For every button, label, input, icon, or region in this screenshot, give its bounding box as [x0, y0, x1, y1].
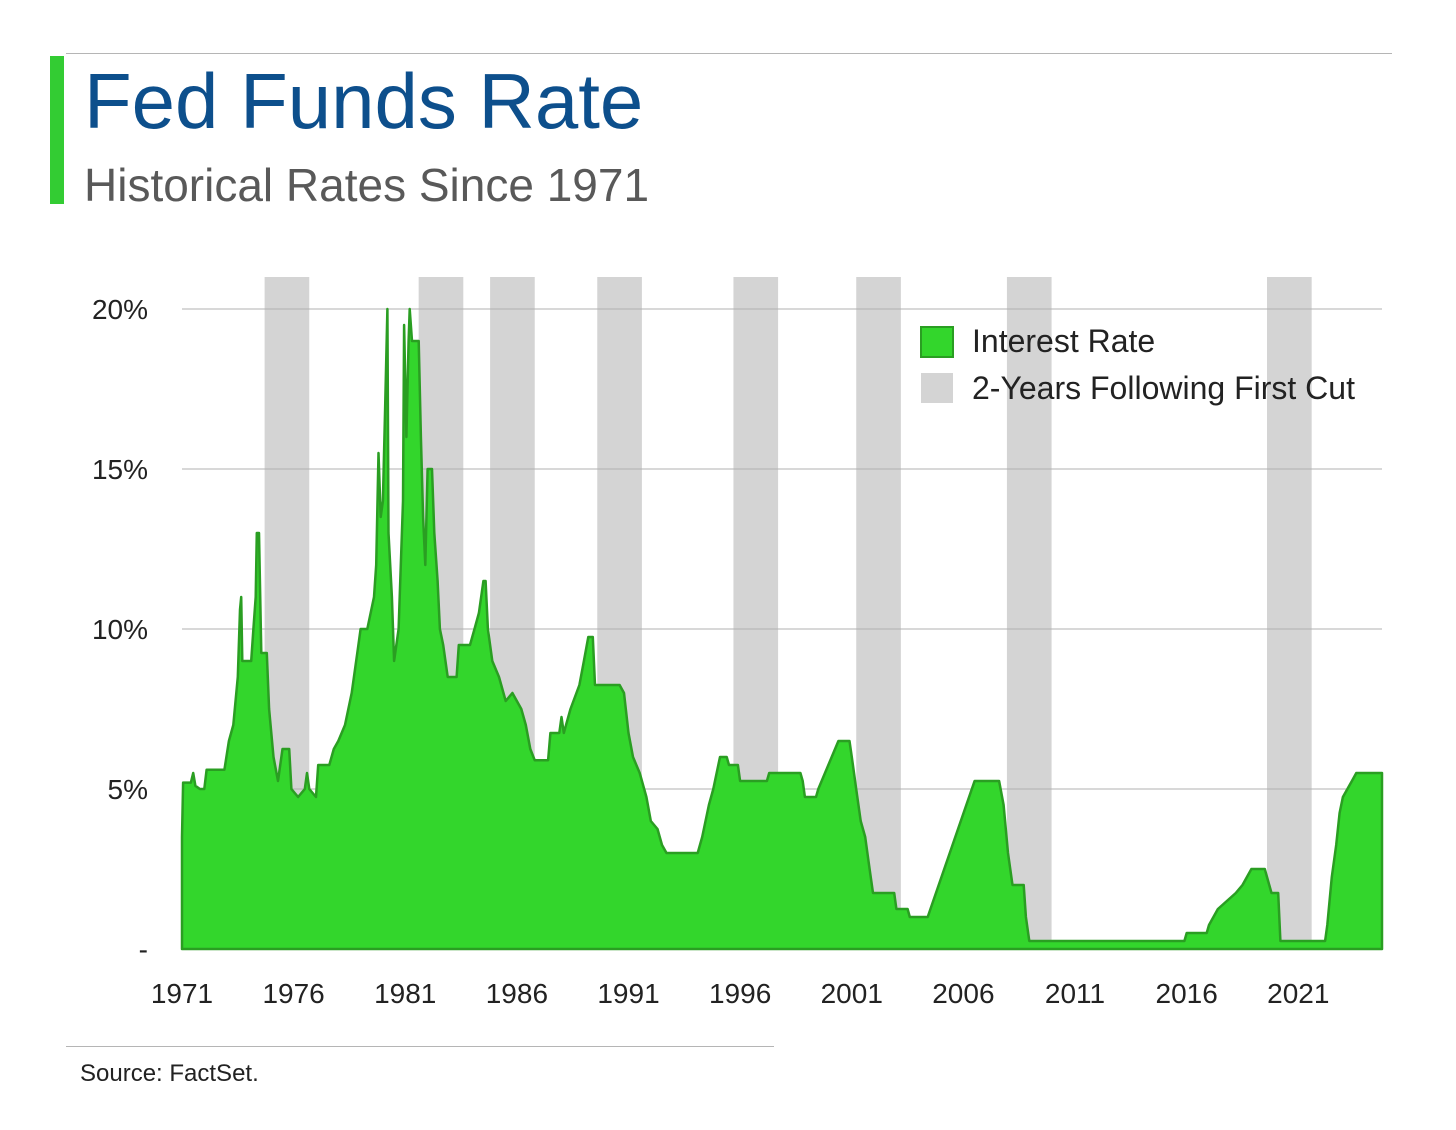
y-tick-label-5: 5%: [108, 774, 148, 805]
title-accent-bar: [50, 56, 64, 204]
legend-swatch-shaded-periods: [921, 373, 953, 403]
page-title: Fed Funds Rate: [84, 57, 644, 145]
legend-label-shaded-periods: 2-Years Following First Cut: [972, 370, 1355, 406]
fed-funds-rate-chart: - 5% 10% 15% 20% 1971 1976 1981 1986 1991 1996 200…: [92, 277, 1384, 1009]
shaded-period-8: [1267, 277, 1312, 949]
x-tick-label-2016: 2016: [1156, 978, 1218, 1009]
x-tick-label-2006: 2006: [932, 978, 994, 1009]
top-divider: [66, 53, 1392, 54]
x-tick-label-1976: 1976: [262, 978, 324, 1009]
legend-label-interest-rate: Interest Rate: [972, 323, 1155, 359]
y-tick-label-10: 10%: [92, 614, 148, 645]
page-subtitle: Historical Rates Since 1971: [84, 159, 650, 211]
source-note: Source: FactSet.: [80, 1060, 259, 1087]
x-tick-label-1981: 1981: [374, 978, 436, 1009]
x-axis-labels: 1971 1976 1981 1986 1991 1996 2001 2006 2011 2016…: [151, 978, 1330, 1009]
y-tick-label-20: 20%: [92, 294, 148, 325]
y-tick-label-0: -: [139, 934, 148, 965]
x-tick-label-2011: 2011: [1045, 978, 1105, 1009]
interest-rate-area: [180, 307, 1384, 951]
legend-swatch-interest-rate: [920, 326, 954, 358]
x-tick-label-1986: 1986: [486, 978, 548, 1009]
shaded-period-7: [1006, 277, 1052, 949]
bottom-divider: [66, 1046, 774, 1047]
y-tick-label-15: 15%: [92, 454, 148, 485]
y-axis-labels: - 5% 10% 15% 20%: [92, 294, 148, 965]
x-tick-label-1971: 1971: [151, 978, 213, 1009]
x-tick-label-1996: 1996: [709, 978, 771, 1009]
interest-rate-series: [180, 307, 1384, 951]
legend: Interest Rate 2-Years Following First Cut: [920, 323, 1355, 406]
x-tick-label-2021: 2021: [1267, 978, 1329, 1009]
x-tick-label-1991: 1991: [597, 978, 659, 1009]
x-tick-label-2001: 2001: [821, 978, 883, 1009]
